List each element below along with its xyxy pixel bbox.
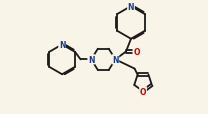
Text: N: N xyxy=(112,55,119,64)
Text: N: N xyxy=(59,41,65,49)
Text: O: O xyxy=(140,87,146,96)
Text: O: O xyxy=(133,48,140,57)
Text: N: N xyxy=(128,3,134,12)
Text: N: N xyxy=(88,55,94,64)
